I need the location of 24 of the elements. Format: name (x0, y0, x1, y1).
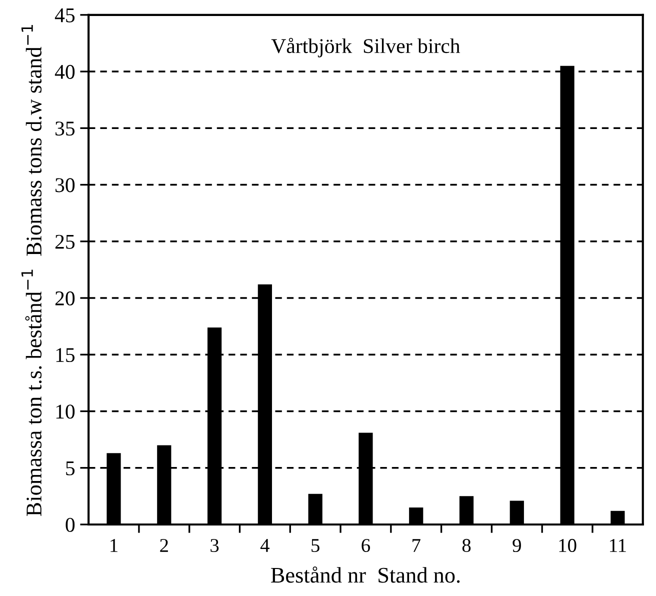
x-tick-label: 5 (312, 539, 320, 552)
text: Vårtbjörk Silver birch (271, 38, 460, 58)
x-tick-label: 9 (512, 538, 521, 552)
y-tick-label: 35 (56, 122, 75, 136)
y-tick-label: 20 (55, 291, 75, 306)
x-tick-label: 6 (362, 538, 370, 552)
x-tick-label: 11 (610, 539, 626, 552)
y-tick-label: 15 (56, 348, 75, 362)
y-tick-label: 25 (55, 234, 75, 249)
x-tick-label: 1 (110, 539, 118, 552)
y-axis-title: Biomassa ton t.s. bestånd$^{−1}$ Biomass tons d.w stand$^{−1}$ (21, 24, 42, 516)
x-tick-label: 3 (210, 538, 219, 552)
x-tick-label: 10 (559, 538, 576, 552)
y-tick-label: 5 (66, 461, 75, 476)
y-tick-label: 10 (56, 404, 75, 419)
x-tick-label: 8 (462, 538, 471, 552)
y-tick-label: 0 (66, 518, 75, 532)
y-tick-label: 45 (54, 8, 75, 22)
x-tick-label: 2 (160, 538, 168, 552)
x-tick-label: 4 (260, 539, 270, 552)
y-tick-label: 40 (54, 64, 75, 79)
x-axis-title: Bestånd nr Stand no. (270, 566, 460, 583)
x-tick-label: 7 (412, 539, 420, 552)
y-tick-label: 30 (56, 178, 75, 192)
